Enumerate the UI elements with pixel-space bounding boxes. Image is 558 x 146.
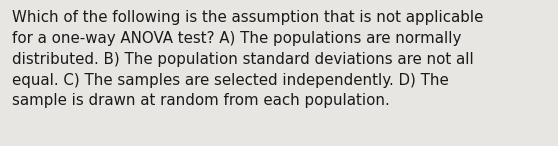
Text: Which of the following is the assumption that is not applicable
for a one-way AN: Which of the following is the assumption…: [12, 10, 484, 108]
